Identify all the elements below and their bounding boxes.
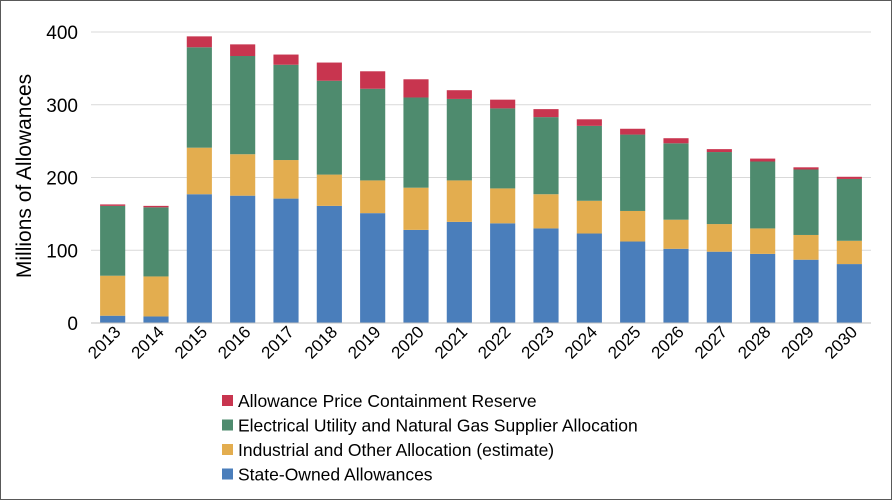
bar-segment — [490, 99, 516, 109]
legend-label: Electrical Utility and Natural Gas Suppl… — [238, 416, 638, 436]
bar-segment — [533, 117, 559, 195]
bar-segment — [143, 316, 169, 323]
bar-segment — [533, 109, 559, 118]
bar-segment — [273, 54, 299, 65]
bar-segment — [316, 80, 342, 175]
legend-swatch — [222, 468, 233, 480]
bar-segment — [706, 152, 732, 225]
bar-segment — [403, 229, 429, 323]
legend-swatch — [222, 419, 233, 431]
bar-segment — [100, 205, 126, 276]
bar-segment — [793, 234, 819, 260]
bar-segment — [446, 221, 472, 323]
bar-segment — [403, 187, 429, 230]
bar-segment — [750, 228, 776, 254]
bar-segment — [446, 90, 472, 99]
bar-segment — [663, 248, 689, 323]
bar-segment — [620, 134, 646, 211]
bar-segment — [706, 224, 732, 252]
bar-segment — [576, 233, 602, 323]
bar-segment — [836, 264, 862, 323]
bar-segment — [100, 275, 126, 316]
bar-segment — [750, 158, 776, 162]
bar-segment — [750, 161, 776, 229]
bar-segment — [316, 174, 342, 206]
legend-label: State-Owned Allowances — [238, 465, 433, 485]
bar-segment — [403, 97, 429, 188]
bar-segment — [186, 194, 212, 323]
bars — [100, 36, 862, 323]
bar-segment — [663, 219, 689, 249]
legend-label: Industrial and Other Allocation (estimat… — [238, 440, 554, 460]
bar-segment — [836, 176, 862, 179]
bar-segment — [143, 207, 169, 277]
bar-segment — [230, 195, 256, 323]
legend-swatch — [222, 444, 233, 455]
bar-segment — [360, 71, 386, 89]
bar-segment — [360, 88, 386, 181]
bar-segment — [186, 147, 212, 195]
bar-segment — [793, 259, 819, 323]
bar-segment — [446, 98, 472, 181]
bar-segment — [273, 64, 299, 161]
bar-segment — [100, 204, 126, 206]
bar-segment — [576, 119, 602, 126]
bar-segment — [706, 149, 732, 153]
legend-label: Allowance Price Containment Reserve — [238, 391, 537, 411]
bar-segment — [836, 178, 862, 241]
legend-swatch — [222, 395, 233, 406]
bar-segment — [620, 128, 646, 135]
bar-segment — [316, 205, 342, 323]
bar-segment — [360, 180, 386, 214]
bar-segment — [620, 210, 646, 242]
bar-segment — [316, 62, 342, 81]
bar-segment — [273, 198, 299, 323]
bar-segment — [230, 154, 256, 196]
bar-segment — [793, 169, 819, 235]
bar-segment — [533, 228, 559, 323]
bar-segment — [100, 315, 126, 323]
bar-segment — [750, 253, 776, 323]
bar-segment — [533, 194, 559, 229]
bar-segment — [576, 200, 602, 234]
bar-segment — [836, 240, 862, 265]
bar-segment — [663, 143, 689, 220]
bar-segment — [793, 167, 819, 170]
legend: Allowance Price Containment Reserve Elect… — [222, 391, 638, 485]
bar-segment — [620, 241, 646, 323]
bar-segment — [576, 125, 602, 201]
bar-segment — [663, 138, 689, 144]
bar-segment — [186, 47, 212, 148]
bar-segment — [143, 205, 169, 208]
bar-segment — [490, 223, 516, 323]
bar-segment — [403, 79, 429, 98]
y-axis-label: Millions of Allowances — [13, 74, 36, 278]
bar-segment — [230, 56, 256, 155]
bar-segment — [706, 251, 732, 323]
y-tick-label: 200 — [46, 169, 78, 190]
bar-segment — [186, 36, 212, 48]
bar-segment — [143, 276, 169, 317]
bar-segment — [490, 188, 516, 224]
bar-segment — [360, 213, 386, 323]
y-tick-label: 100 — [46, 241, 78, 262]
gridlines — [91, 31, 871, 251]
bar-segment — [273, 160, 299, 199]
y-tick-label: 400 — [46, 23, 78, 44]
bar-segment — [490, 108, 516, 189]
y-tick-label: 0 — [67, 314, 78, 335]
y-tick-label: 300 — [46, 96, 78, 117]
bar-segment — [230, 44, 256, 57]
bar-segment — [446, 180, 472, 222]
